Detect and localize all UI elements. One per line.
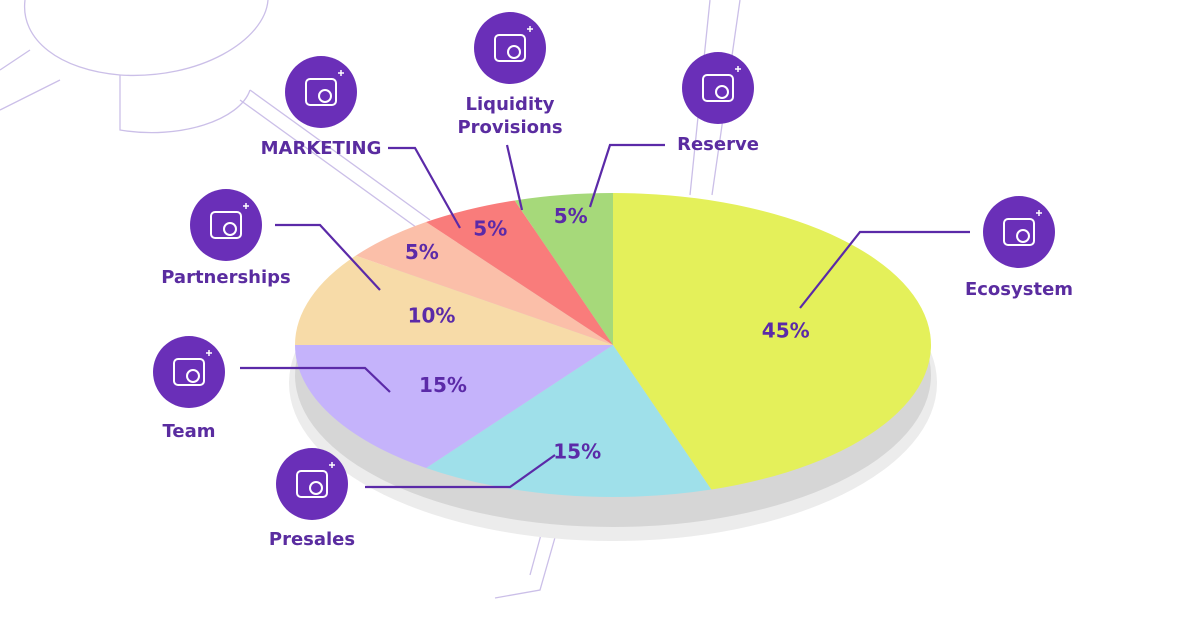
leader-line	[505, 144, 524, 211]
value-label: 5%	[554, 204, 588, 228]
icon-glyph	[223, 222, 237, 236]
leader-line	[275, 223, 381, 291]
icon-glyph	[318, 89, 332, 103]
category-label: Team	[162, 421, 216, 442]
icon-sparkle	[1036, 210, 1042, 216]
icon-glyph	[173, 358, 205, 386]
leader-line	[588, 143, 665, 208]
category-label: Reserve	[677, 134, 759, 155]
leader-line	[388, 146, 461, 229]
value-label: 5%	[405, 240, 439, 264]
leader-line	[799, 230, 970, 309]
icon-glyph	[309, 481, 323, 495]
pie-slice	[514, 193, 613, 345]
icon-sparkle	[735, 66, 741, 72]
category-label: MARKETING	[260, 138, 382, 159]
value-label: 15%	[553, 440, 601, 464]
icon-glyph	[702, 74, 734, 102]
icon-sparkle	[527, 26, 533, 32]
icon-glyph	[507, 45, 521, 59]
icon-glyph	[186, 369, 200, 383]
icon-glyph	[1003, 218, 1035, 246]
pie-slice	[426, 200, 613, 345]
icon-sparkle	[329, 462, 335, 468]
icon-glyph	[715, 85, 729, 99]
category-label: Partnerships	[161, 267, 291, 288]
value-label: 45%	[762, 318, 810, 342]
value-label: 10%	[408, 303, 456, 327]
value-label: 5%	[473, 216, 507, 240]
icon-glyph	[210, 211, 242, 239]
leader-line	[365, 454, 556, 489]
icon-glyph	[296, 470, 328, 498]
category-label: Ecosystem	[964, 279, 1074, 300]
background-decor	[0, 0, 741, 599]
leader-line	[240, 366, 391, 393]
icon-glyph	[494, 34, 526, 62]
pie-slice	[613, 193, 931, 490]
value-label: 15%	[419, 373, 467, 397]
pie-slice	[295, 255, 613, 345]
icon-sparkle	[243, 203, 249, 209]
category-label: Liquidity Provisions	[457, 94, 563, 138]
icon-sparkle	[338, 70, 344, 76]
category-label: Presales	[268, 529, 356, 550]
icon-sparkle	[206, 350, 212, 356]
icon-glyph	[1016, 229, 1030, 243]
pie-slice	[355, 222, 613, 345]
icon-glyph	[305, 78, 337, 106]
pie-slice	[426, 345, 712, 497]
